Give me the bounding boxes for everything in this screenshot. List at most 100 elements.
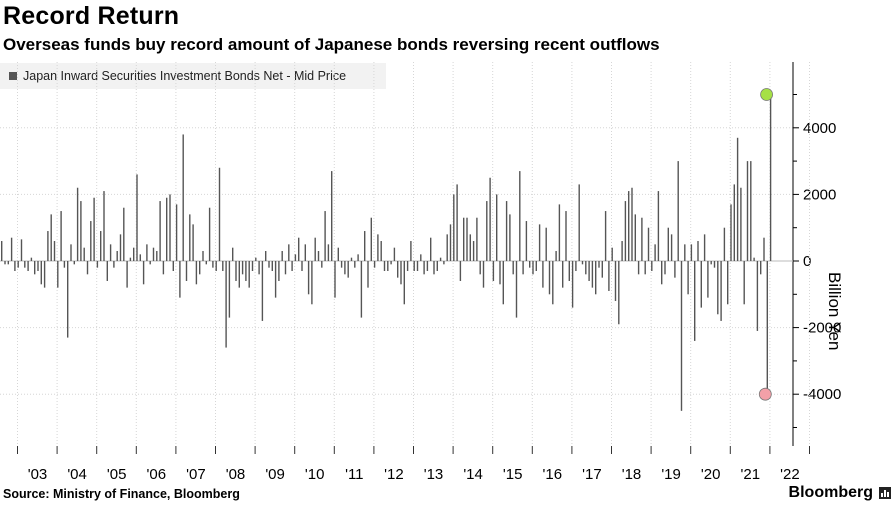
bar <box>463 217 465 261</box>
bar <box>17 261 19 268</box>
x-tick-label: '14 <box>463 466 483 483</box>
bar <box>162 261 165 275</box>
x-tick-label: '19 <box>661 466 681 483</box>
bar <box>76 187 79 261</box>
bar <box>40 261 42 285</box>
x-tick-label: '17 <box>582 466 602 483</box>
bar <box>142 261 145 285</box>
bar <box>241 261 244 275</box>
bar <box>565 211 567 261</box>
bar <box>661 261 663 285</box>
bar <box>482 261 485 288</box>
x-tick-label: '04 <box>67 466 87 483</box>
bar <box>100 231 102 261</box>
bar <box>156 251 158 261</box>
bar <box>4 261 6 265</box>
bar <box>123 207 125 261</box>
bar <box>57 261 59 288</box>
bar <box>106 261 108 281</box>
bar <box>664 261 666 275</box>
bar <box>331 171 333 261</box>
source-note: Source: Ministry of Finance, Bloomberg <box>3 487 240 501</box>
bar <box>397 261 399 278</box>
bar <box>251 261 254 271</box>
bar <box>126 261 128 288</box>
bar <box>284 261 287 275</box>
x-tick-label: '08 <box>226 466 246 483</box>
bar <box>208 207 211 261</box>
bar <box>413 261 415 271</box>
x-tick-label: '10 <box>305 466 325 483</box>
bar <box>687 261 689 295</box>
bar <box>212 261 214 268</box>
bar <box>727 261 729 305</box>
bar <box>146 244 148 261</box>
bar <box>717 261 719 315</box>
bar <box>235 261 237 281</box>
bar <box>172 261 174 271</box>
bar <box>43 261 46 288</box>
bar <box>585 261 587 275</box>
bar <box>24 261 26 268</box>
x-tick-label: '16 <box>543 466 563 483</box>
bar <box>720 261 722 321</box>
bar <box>466 217 468 261</box>
bar <box>400 261 402 285</box>
y-tick-label: -4000 <box>803 386 841 403</box>
bar <box>760 261 762 275</box>
bar <box>426 261 429 271</box>
bar <box>169 194 171 261</box>
x-tick-label: '20 <box>701 466 721 483</box>
y-tick-label: 2000 <box>803 186 836 203</box>
bar <box>446 234 448 261</box>
max-marker <box>760 88 773 101</box>
bar <box>703 234 706 261</box>
bar <box>750 161 752 261</box>
bar <box>149 261 151 265</box>
bar <box>492 261 495 281</box>
bar <box>403 261 405 305</box>
bar <box>228 261 231 318</box>
brand-name: Bloomberg <box>788 484 873 501</box>
bar <box>179 261 181 298</box>
bar <box>628 191 630 261</box>
bar <box>515 261 518 318</box>
bar <box>133 247 135 261</box>
bar <box>307 261 310 295</box>
bar <box>37 261 39 271</box>
bar <box>555 251 557 261</box>
bar <box>532 261 534 275</box>
bar <box>139 254 141 261</box>
bar <box>205 261 207 265</box>
bar <box>14 261 16 271</box>
legend-label: Japan Inward Securities Investment Bonds… <box>23 69 347 83</box>
bar <box>608 261 610 291</box>
brand-logo: Bloomberg <box>789 484 891 502</box>
bar <box>545 227 547 261</box>
bar <box>496 194 498 261</box>
bar <box>578 184 580 261</box>
bar <box>710 261 712 265</box>
bar <box>459 261 462 281</box>
bar <box>50 214 52 261</box>
bar <box>1 241 3 261</box>
bar <box>34 261 36 275</box>
bar <box>453 194 455 261</box>
bar <box>298 237 300 261</box>
chart-subtitle: Overseas funds buy record amount of Japa… <box>3 35 660 54</box>
bar <box>189 214 191 261</box>
bar <box>202 251 204 261</box>
y-tick-label: 0 <box>803 253 811 270</box>
bar <box>443 261 445 265</box>
bar <box>291 261 293 271</box>
bar <box>558 204 561 261</box>
bar <box>116 251 118 261</box>
bar <box>357 254 359 261</box>
bar <box>707 261 709 298</box>
bar <box>10 237 13 261</box>
bar <box>651 261 653 271</box>
bar <box>529 261 531 268</box>
bar <box>344 261 346 275</box>
x-tick-label: '06 <box>147 466 167 483</box>
bar <box>261 261 264 321</box>
